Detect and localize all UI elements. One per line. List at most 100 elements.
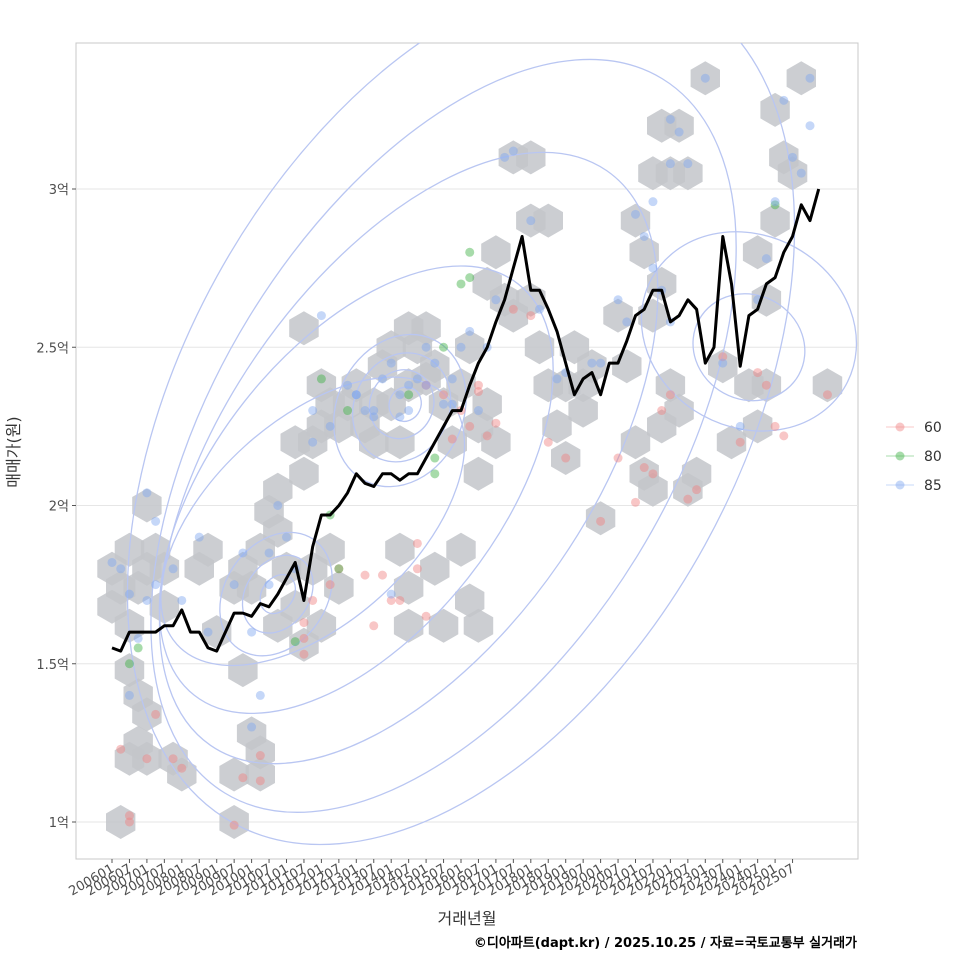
data-point-85 bbox=[151, 580, 161, 590]
legend-swatch-60 bbox=[895, 422, 905, 432]
hexbin-cell bbox=[428, 608, 459, 643]
data-point-85 bbox=[412, 374, 422, 384]
hexbin-cell bbox=[324, 570, 354, 605]
data-point-60 bbox=[177, 763, 187, 773]
data-point-60 bbox=[386, 595, 396, 605]
data-point-85 bbox=[465, 326, 475, 336]
data-point-85 bbox=[273, 501, 283, 510]
hexbin-cell bbox=[603, 298, 633, 333]
data-point-60 bbox=[613, 453, 623, 463]
data-point-60 bbox=[683, 494, 693, 504]
data-point-85 bbox=[421, 380, 431, 390]
data-point-85 bbox=[552, 374, 562, 384]
data-point-60 bbox=[718, 352, 728, 362]
data-point-60 bbox=[770, 421, 780, 431]
hexbin-cell bbox=[664, 393, 694, 428]
y-axis: 1억 1.5억 2억 2.5억 3억 bbox=[36, 183, 76, 831]
hexbin-cell bbox=[245, 735, 275, 770]
data-point-85 bbox=[116, 564, 126, 574]
data-point-80 bbox=[334, 564, 344, 574]
data-point-85 bbox=[770, 197, 780, 207]
data-point-85 bbox=[247, 627, 257, 637]
data-point-85 bbox=[473, 406, 483, 416]
data-point-60 bbox=[526, 311, 536, 321]
data-point-85 bbox=[395, 390, 405, 400]
data-point-85 bbox=[683, 159, 693, 169]
hexbin-cell bbox=[446, 532, 476, 567]
hexbin-cell bbox=[271, 551, 302, 586]
data-point-85 bbox=[194, 532, 204, 542]
hexbin-cell bbox=[647, 266, 677, 301]
data-point-60 bbox=[473, 387, 483, 397]
data-point-85 bbox=[491, 295, 501, 305]
data-point-80 bbox=[343, 406, 353, 416]
data-point-80 bbox=[430, 453, 440, 463]
hexbin-cell bbox=[132, 488, 162, 523]
data-point-60 bbox=[735, 437, 745, 447]
data-point-60 bbox=[124, 811, 134, 821]
data-point-85 bbox=[648, 197, 658, 207]
data-point-80 bbox=[404, 390, 414, 400]
hexbin-cell bbox=[245, 757, 275, 792]
density-contour bbox=[259, 574, 297, 615]
hexbin-cell bbox=[533, 203, 563, 238]
data-point-80 bbox=[133, 643, 143, 653]
data-point-85 bbox=[718, 358, 728, 368]
data-point-85 bbox=[447, 374, 457, 384]
data-point-85 bbox=[430, 358, 440, 368]
data-point-85 bbox=[805, 73, 815, 83]
data-point-60 bbox=[334, 564, 344, 574]
hexbin-cell bbox=[114, 608, 145, 643]
data-point-60 bbox=[753, 368, 763, 378]
data-point-60 bbox=[360, 570, 370, 580]
hexbin-cell bbox=[481, 235, 511, 270]
y-tick-label: 2.5억 bbox=[36, 341, 69, 356]
density-contour bbox=[333, 333, 467, 488]
data-point-85 bbox=[613, 295, 623, 305]
data-point-85 bbox=[596, 358, 606, 368]
hexbin-cell bbox=[106, 805, 136, 839]
hexbin-cell bbox=[263, 472, 293, 507]
hexbin-cell bbox=[280, 425, 310, 460]
x-axis-title: 거래년월 bbox=[438, 909, 497, 928]
data-point-60 bbox=[142, 754, 152, 764]
data-point-85 bbox=[308, 437, 318, 447]
hexbin-cell bbox=[742, 235, 773, 270]
data-point-60 bbox=[543, 437, 553, 447]
legend: 60 80 85 bbox=[886, 420, 942, 494]
data-point-60 bbox=[761, 380, 771, 390]
legend-item-80: 80 bbox=[886, 449, 942, 465]
data-point-85 bbox=[526, 216, 536, 226]
hexbin-cell bbox=[481, 425, 511, 460]
hexbin-cell bbox=[690, 61, 720, 96]
hexbin-cell bbox=[472, 387, 502, 422]
data-point-85 bbox=[369, 412, 379, 422]
data-point-85 bbox=[508, 146, 518, 156]
data-point-60 bbox=[325, 580, 335, 590]
data-point-60 bbox=[299, 633, 309, 643]
y-tick-label: 1억 bbox=[49, 816, 69, 831]
hexbin-cell bbox=[289, 311, 319, 346]
data-point-85 bbox=[238, 548, 248, 558]
data-point-85 bbox=[805, 121, 815, 131]
data-point-85 bbox=[447, 399, 457, 409]
hexbin-cell bbox=[132, 741, 162, 776]
data-point-85 bbox=[316, 311, 326, 321]
hexbin-cell bbox=[202, 615, 232, 650]
density-contour bbox=[158, 265, 554, 715]
density-contour bbox=[158, 151, 659, 765]
hexbin-cell bbox=[664, 108, 694, 143]
data-point-60 bbox=[491, 418, 501, 428]
data-point-60 bbox=[229, 820, 239, 830]
data-point-60 bbox=[692, 485, 702, 495]
data-point-85 bbox=[264, 580, 274, 590]
legend-swatch-80 bbox=[895, 451, 905, 461]
hexbin-cell bbox=[620, 203, 651, 238]
data-point-60 bbox=[639, 463, 649, 473]
data-point-60 bbox=[238, 773, 248, 783]
data-point-60 bbox=[473, 380, 483, 390]
data-point-60 bbox=[412, 538, 422, 548]
data-point-80 bbox=[770, 200, 780, 210]
data-point-85 bbox=[500, 152, 510, 162]
data-point-85 bbox=[386, 358, 396, 368]
